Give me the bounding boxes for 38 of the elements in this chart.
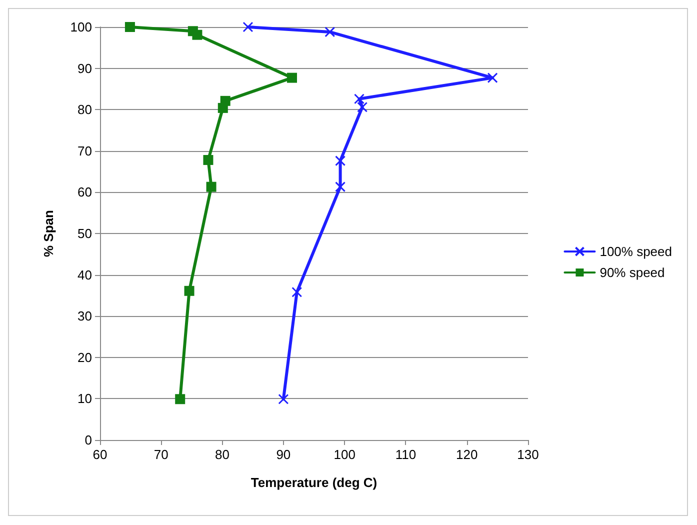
y-tick-label: 20 xyxy=(78,350,92,365)
y-tick-label: 70 xyxy=(78,143,92,158)
point xyxy=(192,30,202,40)
x-tick-label: 60 xyxy=(92,447,108,462)
x-tick-label: 90 xyxy=(276,447,291,462)
y-axis-title: % Span xyxy=(41,210,56,257)
y-tick-label: 80 xyxy=(78,102,92,118)
y-tick-label: 0 xyxy=(84,432,92,448)
x-tick-label: 110 xyxy=(395,447,416,462)
point xyxy=(487,72,498,84)
legend-label: 100% speed xyxy=(600,244,672,259)
x-tick-label: 80 xyxy=(215,447,230,462)
y-tick-label: 10 xyxy=(78,391,92,406)
x-tick-label: 100 xyxy=(334,447,356,462)
point xyxy=(292,286,302,298)
x-tick-label: 130 xyxy=(517,447,539,462)
x-tick-label: 70 xyxy=(154,447,168,462)
y-tick-label: 100 xyxy=(70,20,92,34)
point xyxy=(203,154,214,165)
x-axis-title: Temperature (deg C) xyxy=(250,475,378,490)
legend-label: 90% speed xyxy=(600,265,665,280)
y-tick-label: 30 xyxy=(78,308,92,324)
point xyxy=(206,182,216,192)
y-tick-label: 40 xyxy=(78,267,92,282)
point xyxy=(242,22,254,32)
x-tick-label: 120 xyxy=(456,447,478,462)
point xyxy=(286,72,297,83)
y-tick-label: 90 xyxy=(78,60,92,76)
point xyxy=(324,26,336,38)
y-tick-label: 60 xyxy=(78,184,92,200)
point xyxy=(218,102,228,113)
point xyxy=(278,394,289,404)
point xyxy=(124,22,135,32)
point xyxy=(335,182,346,192)
point xyxy=(184,286,194,296)
point xyxy=(175,394,186,404)
point xyxy=(335,156,346,166)
y-tick-label: 50 xyxy=(78,226,92,241)
